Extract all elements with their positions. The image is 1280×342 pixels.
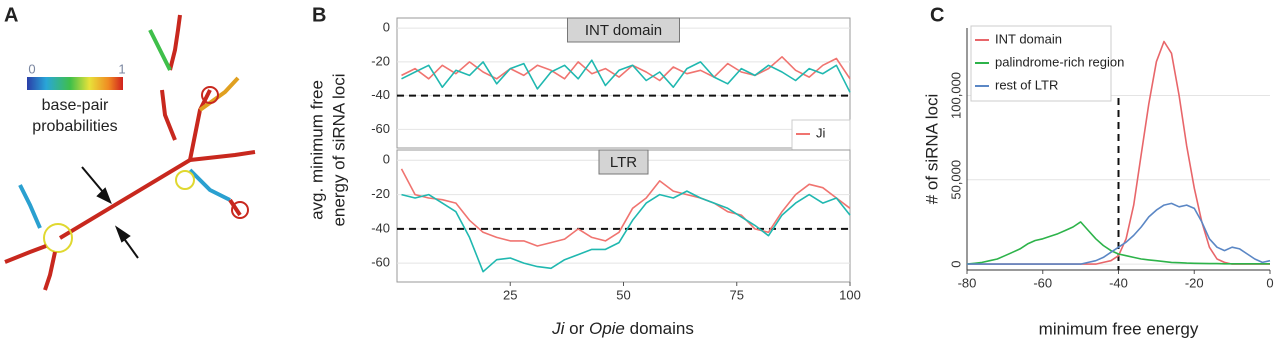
y-tick-label: 0	[383, 20, 390, 35]
y-tick-label: 100,000	[948, 72, 963, 119]
legend-box	[970, 25, 1112, 102]
x-axis-label-part: domains	[625, 319, 694, 338]
x-tick-label: -60	[1033, 275, 1052, 290]
colorbar	[27, 77, 123, 90]
y-axis-label: avg. minimum free	[307, 80, 326, 220]
y-axis-label: energy of siRNA loci	[329, 73, 348, 226]
y-tick-label: -40	[371, 220, 390, 235]
panel-title: LTR	[610, 154, 637, 171]
panel-label: A	[4, 4, 18, 26]
series-line	[967, 202, 1271, 265]
legend-label: palindrome-rich region	[995, 54, 1124, 69]
series-line	[966, 221, 1270, 265]
x-axis-label: minimum free energy	[1039, 319, 1199, 338]
x-tick-label: 75	[730, 287, 744, 302]
x-tick-label: -20	[1185, 275, 1204, 290]
colorbar-caption: base-pair	[42, 97, 109, 114]
x-axis-label: Ji or Opie domains	[551, 319, 694, 338]
panel-title-box	[598, 149, 649, 175]
y-tick-label: -60	[371, 121, 390, 136]
colorbar-max: 1	[118, 61, 125, 76]
panel-title-box	[567, 17, 680, 43]
y-axis-label: # of siRNA loci	[922, 94, 941, 205]
y-tick-label: 0	[383, 152, 390, 167]
y-tick-label: 0	[948, 260, 963, 267]
colorbar-caption: probabilities	[32, 118, 117, 135]
series-line	[401, 59, 851, 93]
y-tick-label: -40	[371, 87, 390, 102]
rna-structure	[4, 14, 256, 291]
x-tick-label: 25	[503, 287, 517, 302]
series-line	[400, 168, 851, 247]
y-tick-label: -60	[371, 255, 390, 270]
legend-label: rest of LTR	[995, 77, 1058, 92]
x-tick-label: -40	[1109, 275, 1128, 290]
x-axis-label-part: Ji	[551, 319, 566, 338]
x-axis-label-part: Opie	[589, 319, 625, 338]
x-axis-label-part: or	[564, 319, 589, 338]
series-line	[401, 190, 851, 273]
legend-label: INT domain	[995, 31, 1062, 46]
x-tick-label: 100	[839, 287, 861, 302]
x-tick-label: -80	[958, 275, 977, 290]
colorbar-min: 0	[28, 61, 35, 76]
x-tick-label: 0	[1266, 275, 1273, 290]
arrows	[81, 166, 139, 259]
panel-title: INT domain	[585, 22, 662, 39]
y-tick-label: 50,000	[948, 160, 963, 200]
y-tick-label: -20	[371, 53, 390, 68]
panel-label: B	[312, 4, 326, 26]
y-tick-label: -20	[371, 186, 390, 201]
panel-label: C	[930, 4, 944, 26]
legend-label: Ji	[816, 125, 826, 140]
x-tick-label: 50	[616, 287, 630, 302]
series-line	[401, 56, 851, 82]
